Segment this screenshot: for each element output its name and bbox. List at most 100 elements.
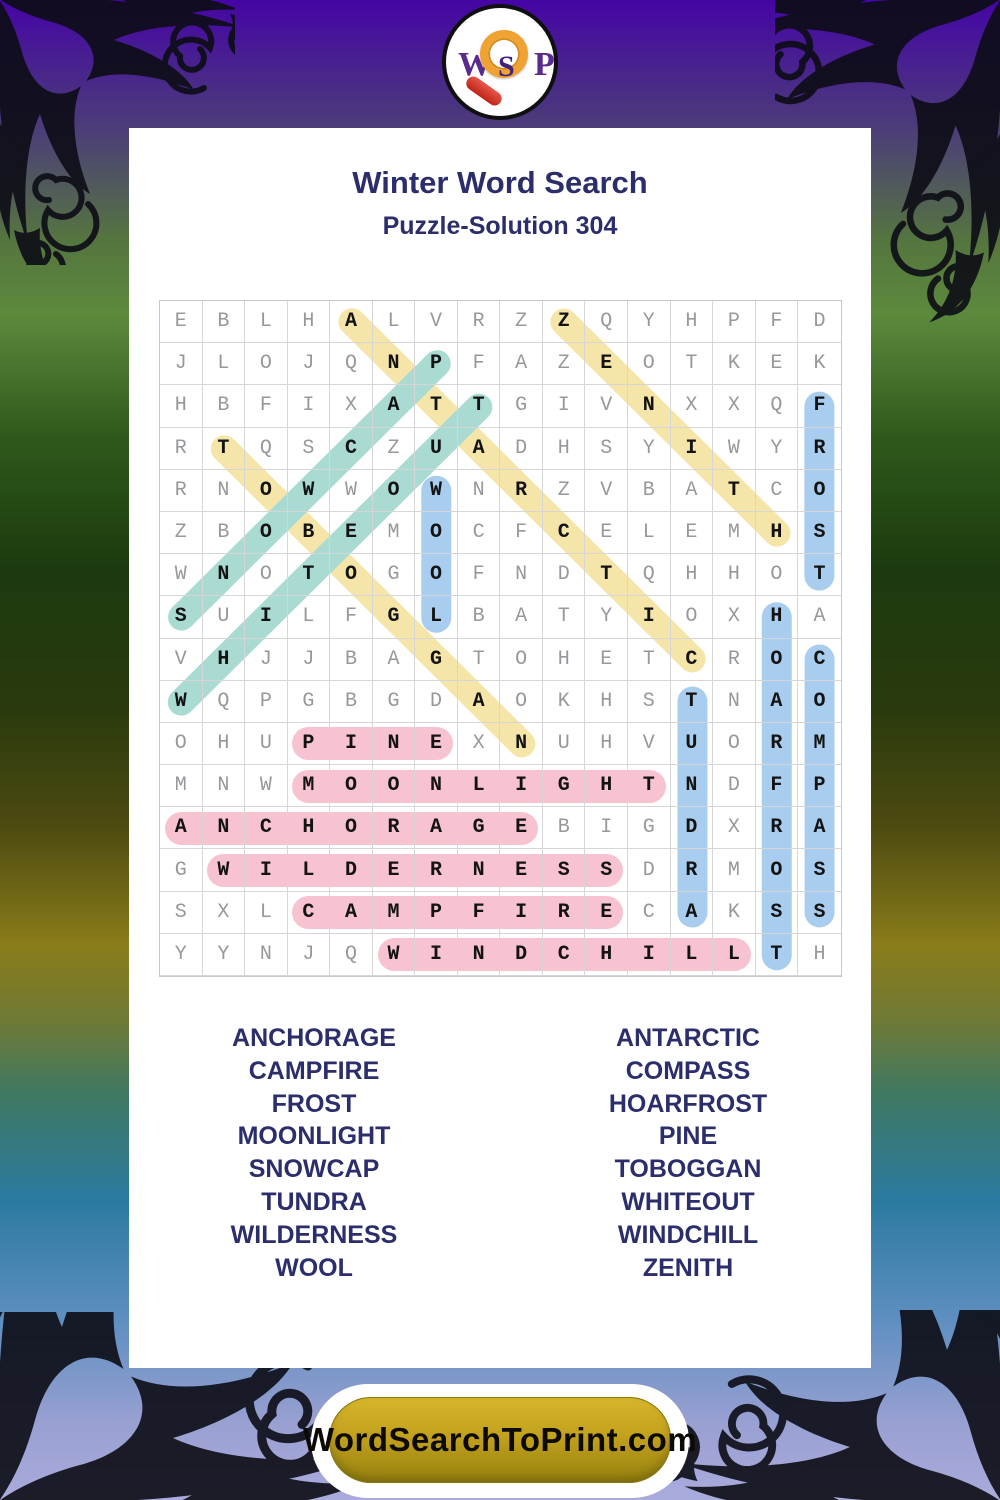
word-list-item: WOOL: [275, 1253, 353, 1282]
word-list-item: COMPASS: [625, 1056, 751, 1085]
grid-cell: I: [330, 722, 373, 766]
grid-cell: A: [330, 891, 373, 934]
grid-cell: M: [798, 723, 841, 766]
grid-cell: X: [457, 722, 501, 766]
wsp-logo[interactable]: W S P: [442, 4, 558, 120]
grid-cell: A: [415, 807, 458, 850]
grid-cell: R: [415, 849, 458, 892]
grid-cell: A: [798, 596, 841, 639]
grid-cell: F: [798, 385, 841, 428]
grid-cell: H: [287, 301, 331, 344]
highlight-moonlight: [292, 769, 666, 803]
grid-cell: B: [287, 511, 331, 555]
grid-cell: L: [287, 596, 331, 639]
grid-cell: S: [585, 849, 629, 892]
grid-cell: T: [670, 680, 714, 723]
word-list-item: HOARFROST: [608, 1089, 768, 1118]
grid-cell: A: [330, 301, 373, 344]
grid-cell: O: [245, 554, 288, 597]
grid-cell: L: [245, 891, 288, 934]
grid-cell: J: [287, 933, 331, 976]
grid-cell: F: [457, 891, 501, 934]
site-button-glow: WordSearchToPrint.com: [303, 1384, 697, 1498]
grid-cell: V: [585, 385, 629, 428]
grid-cell: T: [202, 427, 246, 470]
site-link-button[interactable]: WordSearchToPrint.com: [303, 1397, 697, 1483]
grid-cell: O: [330, 765, 373, 808]
grid-cell: S: [798, 849, 841, 892]
grid-cell: O: [245, 343, 288, 386]
grid-cell: A: [372, 385, 416, 428]
grid-cell: C: [457, 511, 501, 555]
word-list-item: ANTARCTIC: [616, 1024, 760, 1052]
grid-cell: D: [330, 849, 373, 892]
grid-cell: O: [330, 807, 373, 850]
word-list-item: CAMPFIRE: [248, 1056, 380, 1085]
grid-cell: F: [245, 385, 288, 428]
grid-cell: I: [287, 385, 331, 428]
grid-cell: W: [245, 765, 288, 808]
grid-cell: R: [713, 638, 756, 681]
grid-cell: Y: [628, 301, 671, 344]
grid-cell: D: [628, 849, 671, 892]
grid-cell: H: [585, 765, 629, 808]
grid-cell: R: [542, 891, 586, 934]
grid-cell: C: [542, 933, 586, 976]
grid-cell: G: [500, 385, 543, 428]
grid-cell: E: [585, 511, 629, 555]
grid-cell: B: [457, 596, 501, 639]
grid-cell: E: [160, 301, 203, 344]
grid-cell: G: [415, 638, 458, 681]
grid-cell: F: [457, 343, 501, 386]
grid-cell: H: [798, 934, 841, 976]
grid-cell: C: [542, 511, 586, 555]
grid-cell: W: [372, 933, 416, 976]
grid-cell: T: [628, 638, 671, 681]
grid-cell: O: [245, 469, 288, 512]
grid-cell: R: [798, 428, 841, 470]
grid-cell: K: [713, 891, 756, 934]
grid-cell: T: [670, 343, 714, 386]
grid-cell: X: [202, 891, 246, 934]
grid-cell: A: [798, 807, 841, 850]
grid-cell: C: [755, 469, 799, 512]
grid-cell: T: [542, 596, 586, 639]
word-list-left: ANCHORAGE CAMPFIRE FROST MOONLIGHT SNOWCAP TU…: [159, 1022, 469, 1284]
grid-cell: O: [670, 596, 714, 639]
page-subtitle: Puzzle-Solution 304: [382, 212, 618, 240]
grid-cell: S: [585, 427, 629, 470]
grid-cell: B: [330, 680, 373, 723]
grid-cell: L: [713, 933, 756, 976]
grid-cell: N: [245, 933, 288, 976]
grid-cell: O: [160, 722, 203, 766]
grid-cell: H: [713, 554, 756, 597]
grid-cell: H: [670, 554, 714, 597]
grid-cell: H: [585, 722, 629, 766]
grid-cell: T: [755, 933, 799, 976]
grid-cell: N: [500, 722, 543, 766]
puzzle-card: Winter Word Search Puzzle-Solution 304 E…: [129, 128, 871, 1368]
grid-cell: N: [500, 554, 543, 597]
grid-cell: L: [415, 596, 458, 639]
grid-cell: V: [585, 469, 629, 512]
grid-cell: I: [245, 596, 288, 639]
word-list-item: WINDCHILL: [617, 1220, 759, 1249]
grid-cell: Y: [160, 933, 203, 976]
word-list-item: ZENITH: [642, 1253, 734, 1282]
grid-cell: K: [713, 343, 756, 386]
grid-cell: I: [585, 807, 629, 850]
grid-cell: F: [457, 554, 501, 597]
logo-letter-p: P: [534, 46, 555, 83]
highlight-pine: [292, 727, 454, 761]
grid-cell: V: [415, 301, 458, 344]
word-list-item: MOONLIGHT: [237, 1122, 391, 1151]
grid-cell: E: [670, 511, 714, 555]
grid-cell: A: [372, 638, 416, 681]
grid-cell: N: [202, 554, 246, 597]
grid-cell: Z: [500, 301, 543, 344]
grid-cell: I: [245, 849, 288, 892]
grid-cell: S: [628, 680, 671, 723]
highlight-windchill: [377, 938, 752, 972]
grid-cell: S: [160, 596, 203, 639]
grid-cell: W: [160, 554, 203, 597]
